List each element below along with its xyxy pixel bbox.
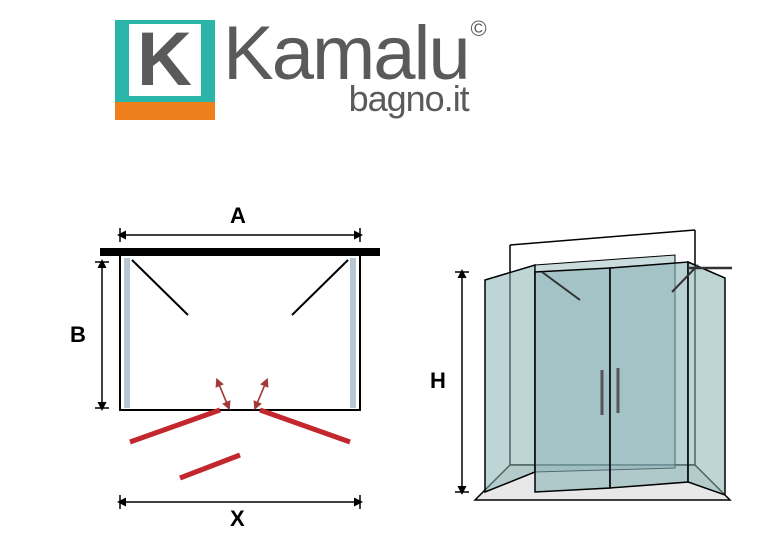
logo-k-letter: K [137,16,192,103]
perspective-view-svg [440,210,740,530]
perspective-view-diagram: H [440,210,720,520]
brand-logo: K Kamalu © bagno.it [115,20,469,120]
dim-label-a: A [230,203,246,229]
logo-text: Kamalu © bagno.it [223,20,469,120]
logo-copyright: © [470,16,486,42]
plan-view-diagram: A B X [70,210,370,520]
dim-label-x: X [230,506,245,532]
diagrams-container: A B X [0,210,768,540]
dim-label-b: B [70,322,86,348]
logo-k-tile: K [129,24,201,96]
logo-mark: K [115,20,215,120]
plan-view-svg [70,210,390,530]
logo-orange-block [115,102,215,120]
dim-label-h: H [430,368,446,394]
